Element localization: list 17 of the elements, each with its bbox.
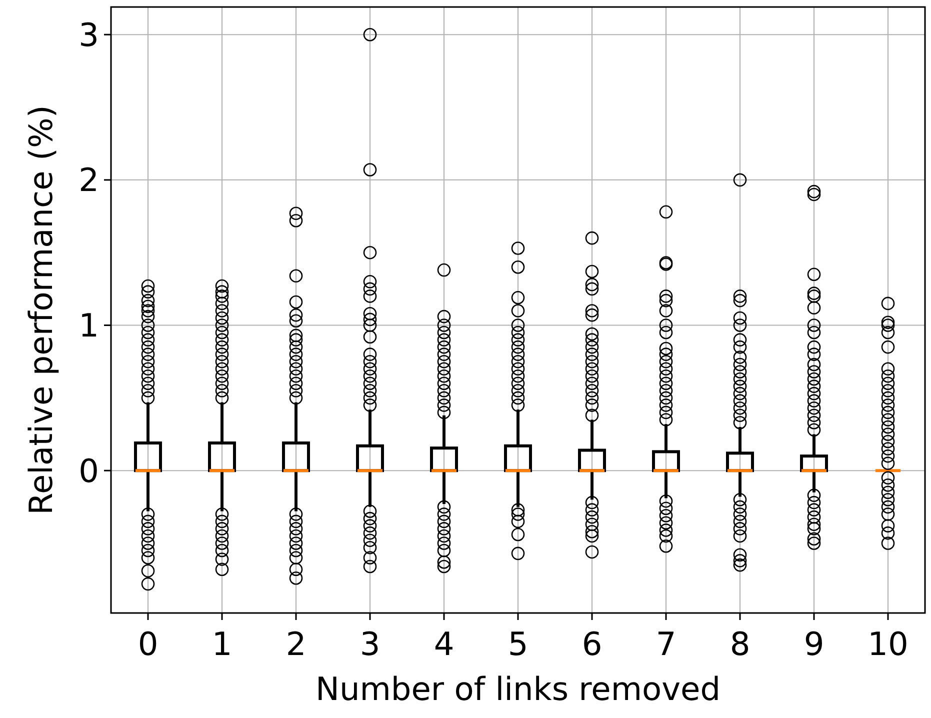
y-tick-label: 3 — [78, 16, 99, 54]
x-tick-label: 10 — [868, 625, 908, 663]
x-tick-label: 8 — [730, 625, 750, 663]
y-axis-title: Relative performance (%) — [22, 105, 60, 515]
x-tick-label: 1 — [212, 625, 232, 663]
y-tick-label: 0 — [78, 452, 99, 490]
y-tick-label: 1 — [78, 306, 99, 344]
x-tick-label: 4 — [434, 625, 454, 663]
x-tick-label: 7 — [656, 625, 676, 663]
x-tick-label: 3 — [360, 625, 380, 663]
x-tick-label: 2 — [286, 625, 306, 663]
x-tick-label: 6 — [582, 625, 602, 663]
y-tick-label: 2 — [78, 161, 99, 200]
x-tick-label: 5 — [508, 625, 528, 663]
x-tick-label: 9 — [804, 625, 824, 663]
x-axis-title: Number of links removed — [316, 670, 720, 708]
x-tick-label: 0 — [138, 625, 158, 663]
